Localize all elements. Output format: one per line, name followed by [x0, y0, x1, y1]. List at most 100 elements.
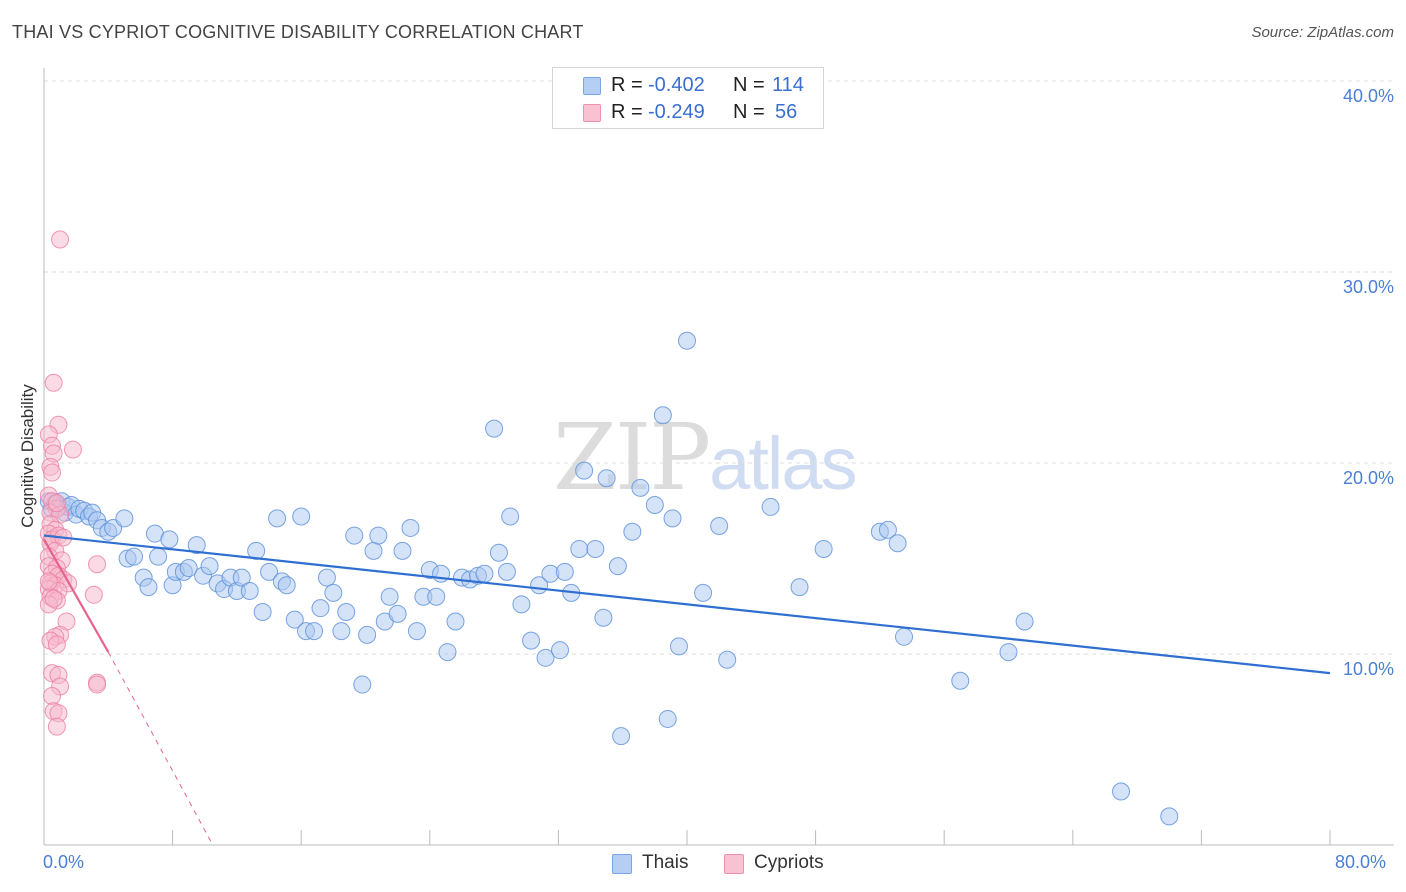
thais-point — [149, 547, 168, 566]
y-axis-label: Cognitive Disability — [18, 384, 37, 528]
cypriots-swatch-icon — [583, 104, 601, 122]
thais-point — [1160, 807, 1179, 826]
thais-point — [653, 406, 672, 425]
chart-title: THAI VS CYPRIOT COGNITIVE DISABILITY COR… — [12, 22, 584, 42]
n-value: 56 — [775, 101, 798, 123]
thais-point — [345, 526, 364, 545]
thais-point — [594, 608, 613, 627]
cypriots-point — [88, 675, 107, 694]
thais-point — [631, 478, 650, 497]
thais-point — [555, 562, 574, 581]
x-tick-label-max: 80.0% — [1335, 852, 1387, 872]
thais-point — [718, 650, 737, 669]
r-value: -0.402 — [648, 74, 705, 96]
cypriots-point — [43, 687, 62, 706]
thais-point — [888, 534, 907, 553]
thais-point — [597, 469, 616, 488]
y-tick-label-20: 20.0% — [1342, 468, 1394, 488]
legend-label: Thais — [642, 852, 689, 873]
r-label: R = — [611, 74, 643, 96]
thais-point — [895, 627, 914, 646]
x-tick-label-min: 0.0% — [43, 852, 85, 872]
stats-row-cypriots: R = -0.249 N = 56 — [553, 101, 825, 127]
thais-point — [125, 547, 144, 566]
thais-point — [1015, 612, 1034, 631]
thais-point — [999, 643, 1018, 662]
thais-point — [489, 543, 508, 562]
cypriots-point — [43, 463, 62, 482]
source-label: Source: ZipAtlas.com — [1251, 24, 1394, 41]
thais-point — [317, 568, 336, 587]
thais-point — [438, 643, 457, 662]
n-label: N = — [733, 101, 765, 123]
thais-point — [575, 461, 594, 480]
thais-point — [501, 507, 520, 526]
thais-point — [277, 576, 296, 595]
thais-point — [536, 648, 555, 667]
n-value: 114 — [772, 74, 804, 96]
thais-point — [305, 622, 324, 641]
thais-point — [332, 622, 351, 641]
thais-point — [369, 526, 388, 545]
thais-point — [623, 522, 642, 541]
thais-point — [612, 727, 631, 746]
thais-point — [551, 641, 570, 660]
thais-point — [497, 562, 516, 581]
thais-point — [285, 610, 304, 629]
legend-label: Cypriots — [754, 852, 824, 873]
thais-point — [200, 557, 219, 576]
thais-point — [694, 583, 713, 602]
thais-point — [160, 530, 179, 549]
thais-point — [427, 587, 446, 606]
thais-point — [678, 331, 696, 350]
cypriots-trend-line — [43, 538, 110, 653]
thais-point — [292, 507, 311, 526]
thais-point — [353, 675, 372, 694]
thais-point — [475, 564, 494, 583]
cypriots-point — [63, 440, 82, 459]
watermark-zip: ZIP — [553, 404, 711, 511]
thais-point — [232, 568, 251, 587]
cypriots-point — [39, 572, 58, 591]
thais-point — [790, 578, 809, 597]
thais-point — [814, 539, 833, 558]
thais-point — [586, 539, 605, 558]
cypriots-point — [44, 589, 63, 608]
thais-point — [1112, 782, 1131, 801]
stats-row-thais: R = -0.402 N = 114 — [553, 74, 825, 100]
cypriots-point — [47, 494, 66, 513]
thais-point — [608, 557, 627, 576]
cypriots-point — [51, 230, 70, 249]
thais-point — [324, 583, 343, 602]
thais-legend-icon — [612, 854, 632, 874]
r-label: R = — [611, 101, 643, 123]
cypriots-point — [84, 585, 103, 604]
y-tick-label-40: 40.0% — [1342, 86, 1394, 106]
thais-point — [253, 602, 272, 621]
thais-point — [393, 541, 412, 560]
y-tick-label-10: 10.0% — [1342, 659, 1394, 679]
thais-point — [446, 612, 465, 631]
thais-point — [401, 518, 420, 537]
thais-point — [311, 599, 330, 618]
thais-point — [115, 509, 134, 528]
cypriots-point — [88, 555, 107, 574]
thais-point — [268, 509, 287, 528]
thais-point — [364, 541, 383, 560]
cypriots-point — [47, 635, 66, 654]
cypriots-legend-icon — [724, 854, 744, 874]
thais-point — [951, 671, 970, 690]
thais-point — [485, 419, 504, 438]
thais-point — [512, 595, 531, 614]
n-label: N = — [733, 74, 765, 96]
thais-point — [358, 625, 377, 644]
watermark: ZIPatlas — [553, 404, 857, 511]
thais-point — [179, 559, 198, 578]
thais-point — [878, 520, 897, 539]
thais-point — [240, 581, 259, 600]
thais-point — [570, 539, 589, 558]
thais-point — [407, 622, 426, 641]
thais-point — [337, 602, 356, 621]
y-tick-label-30: 30.0% — [1342, 277, 1394, 297]
